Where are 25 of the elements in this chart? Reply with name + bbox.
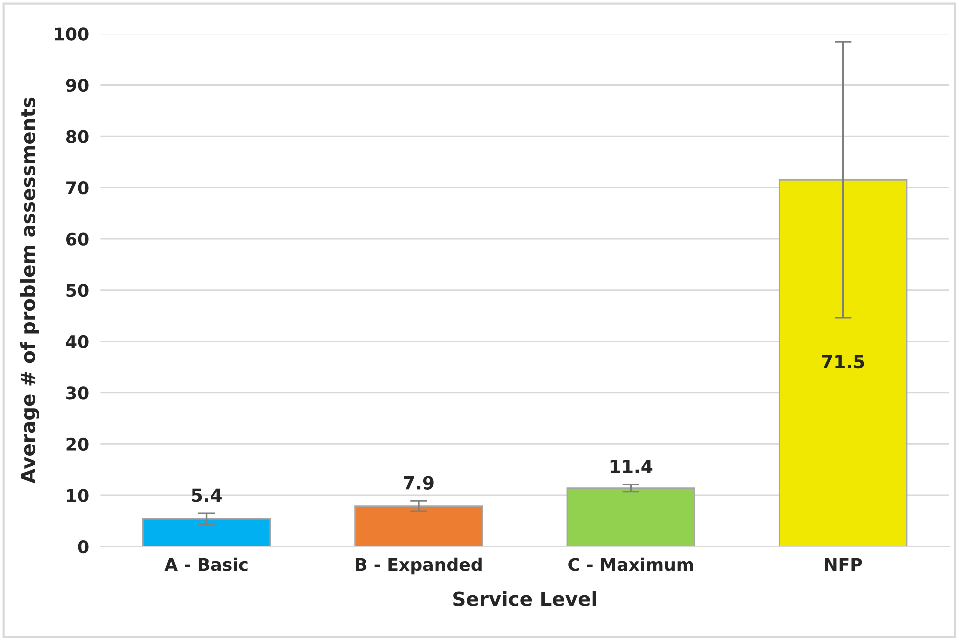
y-tick-label: 50	[66, 284, 89, 298]
data-label: 71.5	[822, 355, 864, 369]
y-tick-label: 90	[66, 78, 89, 92]
bar	[142, 518, 272, 547]
y-tick-label: 0	[78, 540, 89, 554]
data-label: 11.4	[610, 460, 653, 474]
y-tick-label: 60	[66, 232, 89, 246]
y-tick-label: 100	[55, 28, 89, 41]
y-tick-label: 70	[66, 182, 89, 195]
y-tick-label: 20	[66, 438, 89, 452]
x-tick-label: B - Expanded	[356, 558, 482, 575]
y-axis-title: Average # of problem assessments	[20, 98, 40, 484]
x-tick-label: C - Maximum	[568, 558, 694, 572]
data-label: 7.9	[404, 476, 434, 490]
y-tick-label: 40	[66, 335, 89, 348]
x-axis-title: Service Level	[454, 591, 596, 606]
bar	[566, 488, 696, 547]
y-tick-label: 10	[67, 489, 89, 502]
bar	[354, 506, 484, 547]
y-tick-label: 80	[66, 130, 89, 144]
x-tick-label: A - Basic	[164, 558, 248, 572]
data-label: 5.4	[192, 488, 222, 502]
bar	[778, 179, 908, 547]
y-tick-label: 30	[66, 386, 89, 400]
x-tick-label: NFP	[825, 558, 862, 572]
